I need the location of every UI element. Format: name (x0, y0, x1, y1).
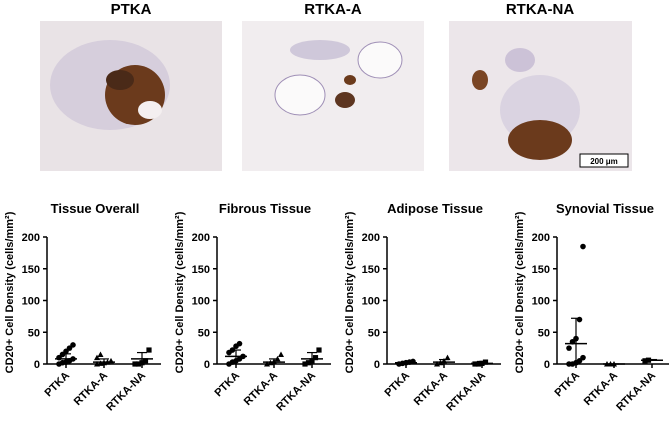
data-point (482, 359, 489, 365)
data-point (97, 351, 104, 357)
x-tick-label: RTKA-A (242, 370, 280, 408)
panel-label: RTKA-NA (506, 1, 574, 18)
data-point (566, 345, 572, 351)
x-tick-label: RTKA-A (72, 370, 110, 408)
data-point (316, 347, 322, 353)
data-point (444, 354, 451, 361)
y-tick-label: 150 (192, 264, 210, 276)
y-tick-label: 100 (22, 296, 40, 308)
x-tick-label: RTKA-NA (274, 370, 318, 414)
chart-title: Adipose Tissue (387, 201, 483, 216)
x-tick-label: RTKA-A (412, 370, 450, 408)
x-tick-label: RTKA-NA (444, 370, 488, 414)
data-point (580, 354, 586, 361)
y-axis-label: CD20+ Cell Density (cells/mm²) (4, 211, 16, 373)
x-tick-label: RTKA-A (582, 370, 620, 408)
y-tick-label: 150 (22, 264, 40, 276)
panel-label: PTKA (111, 1, 152, 18)
x-tick-label: PTKA (382, 370, 412, 400)
data-point (576, 316, 583, 323)
y-tick-label: 0 (34, 359, 40, 371)
data-point (132, 361, 138, 367)
data-point (70, 342, 76, 348)
panel-label: RTKA-A (304, 1, 362, 18)
histology-image (242, 21, 424, 171)
data-point (302, 361, 308, 367)
scale-bar-label: 200 μm (590, 157, 618, 166)
y-tick-label: 200 (532, 232, 550, 244)
y-tick-label: 150 (362, 264, 380, 276)
data-point (135, 361, 142, 367)
histology-image (40, 21, 222, 171)
data-point (236, 340, 243, 347)
y-tick-label: 200 (22, 232, 40, 244)
data-point (312, 355, 319, 361)
data-point (146, 347, 152, 353)
y-tick-label: 0 (374, 359, 380, 371)
y-tick-label: 50 (28, 327, 40, 339)
y-tick-label: 200 (362, 232, 380, 244)
x-tick-label: PTKA (212, 370, 242, 400)
chart-title: Synovial Tissue (556, 201, 654, 216)
y-tick-label: 100 (362, 296, 380, 308)
data-point (94, 354, 100, 361)
y-tick-label: 50 (198, 327, 210, 339)
chart-title: Fibrous Tissue (219, 201, 311, 216)
y-tick-label: 200 (192, 232, 210, 244)
chart-title: Tissue Overall (51, 201, 140, 216)
x-tick-label: RTKA-NA (104, 370, 148, 414)
data-point (305, 360, 312, 366)
y-tick-label: 50 (538, 327, 550, 339)
y-tick-label: 0 (544, 359, 550, 371)
y-tick-label: 100 (192, 296, 210, 308)
y-tick-label: 100 (532, 296, 550, 308)
y-axis-label: CD20+ Cell Density (cells/mm²) (344, 211, 356, 373)
y-tick-label: 150 (532, 264, 550, 276)
x-tick-label: RTKA-NA (614, 370, 658, 414)
x-tick-label: PTKA (42, 370, 72, 400)
y-tick-label: 0 (204, 359, 210, 371)
y-axis-label: CD20+ Cell Density (cells/mm²) (174, 211, 186, 373)
data-point (142, 358, 149, 364)
y-tick-label: 50 (368, 327, 380, 339)
x-tick-label: PTKA (552, 370, 582, 400)
data-point (580, 243, 586, 250)
histology-image: 200 μm (449, 21, 632, 171)
data-point (278, 351, 284, 357)
y-axis-label: CD20+ Cell Density (cells/mm²) (514, 211, 526, 373)
